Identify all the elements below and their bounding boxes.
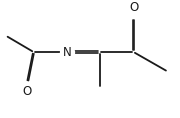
Text: N: N [63,46,72,59]
Text: O: O [129,1,138,14]
Text: O: O [22,85,31,98]
